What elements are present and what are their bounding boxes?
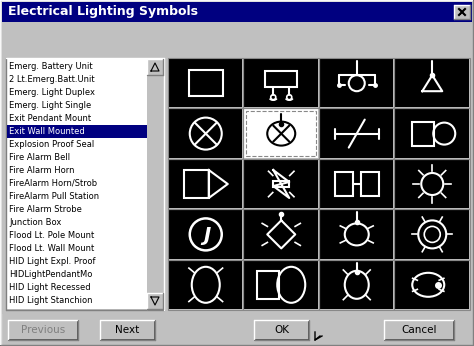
- Text: FireAlarm Pull Station: FireAlarm Pull Station: [9, 192, 99, 201]
- Bar: [168, 260, 244, 310]
- Bar: [335, 172, 353, 196]
- Bar: [184, 170, 209, 198]
- Bar: [245, 261, 318, 309]
- Bar: [394, 58, 470, 108]
- Bar: [384, 320, 454, 340]
- Bar: [395, 261, 469, 309]
- Text: Emerg. Battery Unit: Emerg. Battery Unit: [9, 62, 92, 71]
- Text: Next: Next: [115, 325, 140, 335]
- Text: Exit Pendant Mount: Exit Pendant Mount: [9, 114, 91, 123]
- Bar: [320, 59, 393, 107]
- Bar: [395, 160, 469, 208]
- Bar: [245, 109, 318, 158]
- Text: Electrical Lighting Symbols: Electrical Lighting Symbols: [8, 6, 198, 18]
- Text: HIDLightPendantMo: HIDLightPendantMo: [9, 270, 92, 279]
- Bar: [7, 59, 163, 309]
- Bar: [320, 109, 393, 158]
- Bar: [168, 58, 244, 108]
- Text: Exit Wall Mounted: Exit Wall Mounted: [9, 127, 85, 136]
- Bar: [244, 108, 319, 159]
- Bar: [100, 320, 155, 340]
- Bar: [319, 159, 394, 209]
- Text: Previous: Previous: [21, 325, 65, 335]
- Text: Fire Alarm Horn: Fire Alarm Horn: [9, 166, 74, 175]
- Bar: [412, 121, 434, 146]
- Bar: [244, 209, 319, 260]
- Bar: [2, 22, 472, 314]
- Bar: [265, 71, 297, 87]
- Bar: [244, 58, 319, 108]
- Bar: [395, 59, 469, 107]
- Bar: [320, 210, 393, 258]
- Bar: [244, 159, 319, 209]
- Bar: [395, 210, 469, 258]
- Bar: [169, 210, 243, 258]
- Bar: [168, 108, 244, 159]
- Text: FireAlarm Horn/Strob: FireAlarm Horn/Strob: [9, 179, 97, 188]
- Bar: [395, 109, 469, 158]
- Bar: [246, 111, 316, 156]
- Bar: [319, 58, 394, 108]
- Bar: [319, 108, 394, 159]
- Bar: [7, 125, 147, 138]
- Bar: [394, 159, 470, 209]
- Text: HID Light Expl. Proof: HID Light Expl. Proof: [9, 257, 95, 266]
- Text: HID Light Recessed: HID Light Recessed: [9, 283, 91, 292]
- Text: x: x: [459, 7, 465, 17]
- Text: J: J: [203, 226, 210, 245]
- Bar: [147, 293, 163, 309]
- Bar: [147, 59, 163, 309]
- Bar: [257, 271, 279, 299]
- Bar: [147, 59, 163, 75]
- Text: Emerg. Light Duplex: Emerg. Light Duplex: [9, 88, 95, 97]
- Text: Fire Alarm Bell: Fire Alarm Bell: [9, 153, 70, 162]
- Bar: [319, 260, 394, 310]
- Bar: [245, 59, 318, 107]
- Text: Flood Lt. Wall Mount: Flood Lt. Wall Mount: [9, 244, 94, 253]
- Bar: [254, 320, 309, 340]
- Text: 2 Lt.Emerg.Batt.Unit: 2 Lt.Emerg.Batt.Unit: [9, 75, 95, 84]
- Bar: [169, 160, 243, 208]
- Bar: [273, 181, 289, 187]
- Bar: [245, 160, 318, 208]
- Text: Fire Alarm Strobe: Fire Alarm Strobe: [9, 205, 82, 214]
- Text: HID Light Stanchion: HID Light Stanchion: [9, 296, 92, 305]
- Text: Emerg. Light Single: Emerg. Light Single: [9, 101, 91, 110]
- Text: Flood Lt. Pole Mount: Flood Lt. Pole Mount: [9, 231, 94, 240]
- Bar: [8, 320, 78, 340]
- Bar: [394, 260, 470, 310]
- Bar: [169, 109, 243, 158]
- Text: Junction Box: Junction Box: [9, 218, 61, 227]
- Bar: [2, 2, 472, 22]
- Bar: [394, 209, 470, 260]
- Bar: [394, 108, 470, 159]
- Bar: [189, 70, 223, 96]
- Text: OK: OK: [274, 325, 289, 335]
- Bar: [454, 5, 470, 19]
- Bar: [320, 160, 393, 208]
- Bar: [244, 260, 319, 310]
- Bar: [361, 172, 379, 196]
- Bar: [169, 59, 243, 107]
- Bar: [168, 159, 244, 209]
- Bar: [169, 261, 243, 309]
- Bar: [168, 209, 244, 260]
- Bar: [319, 209, 394, 260]
- Bar: [245, 210, 318, 258]
- Text: Explosion Proof Seal: Explosion Proof Seal: [9, 140, 94, 149]
- Bar: [320, 261, 393, 309]
- Text: Cancel: Cancel: [401, 325, 437, 335]
